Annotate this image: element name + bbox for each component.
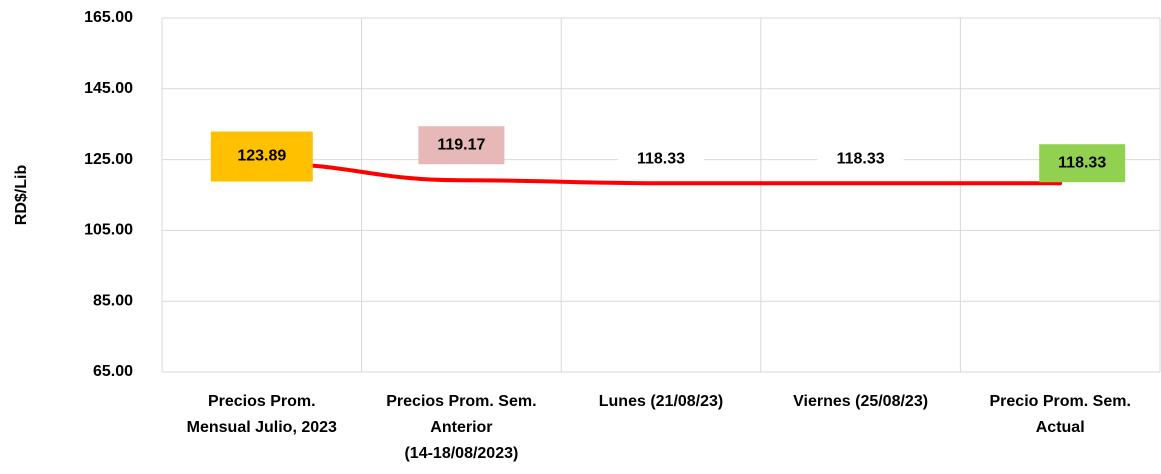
data-label: 118.33	[1058, 154, 1106, 171]
y-tick-label: 105.00	[84, 222, 133, 239]
y-tick-label: 65.00	[93, 363, 133, 380]
data-label-box	[817, 140, 904, 179]
y-tick-label: 145.00	[84, 80, 133, 97]
y-tick-label: 125.00	[84, 151, 133, 168]
data-label: 118.33	[837, 150, 885, 167]
x-tick-label: Precio Prom. Sem. Actual	[990, 393, 1131, 436]
data-label: 118.33	[637, 150, 685, 167]
data-line	[259, 161, 1063, 186]
x-tick-label: Precios Prom. Mensual Julio, 2023	[187, 393, 337, 436]
x-tick-label: Viernes (25/08/23)	[793, 393, 928, 410]
x-tick-label: Lunes (21/08/23)	[599, 393, 724, 410]
data-label-box	[418, 126, 505, 165]
y-tick-label: 165.00	[84, 9, 133, 26]
data-label-box	[1039, 144, 1126, 183]
data-label-box	[618, 140, 704, 179]
x-tick-label: Precios Prom. Sem. Anterior (14-18/08/2023…	[386, 393, 536, 462]
data-label-box	[210, 131, 313, 182]
data-label: 123.89	[237, 148, 286, 165]
data-label: 119.17	[437, 136, 485, 153]
y-tick-label: 85.00	[93, 292, 133, 309]
y-axis-title: RD$/Lib	[13, 165, 30, 226]
